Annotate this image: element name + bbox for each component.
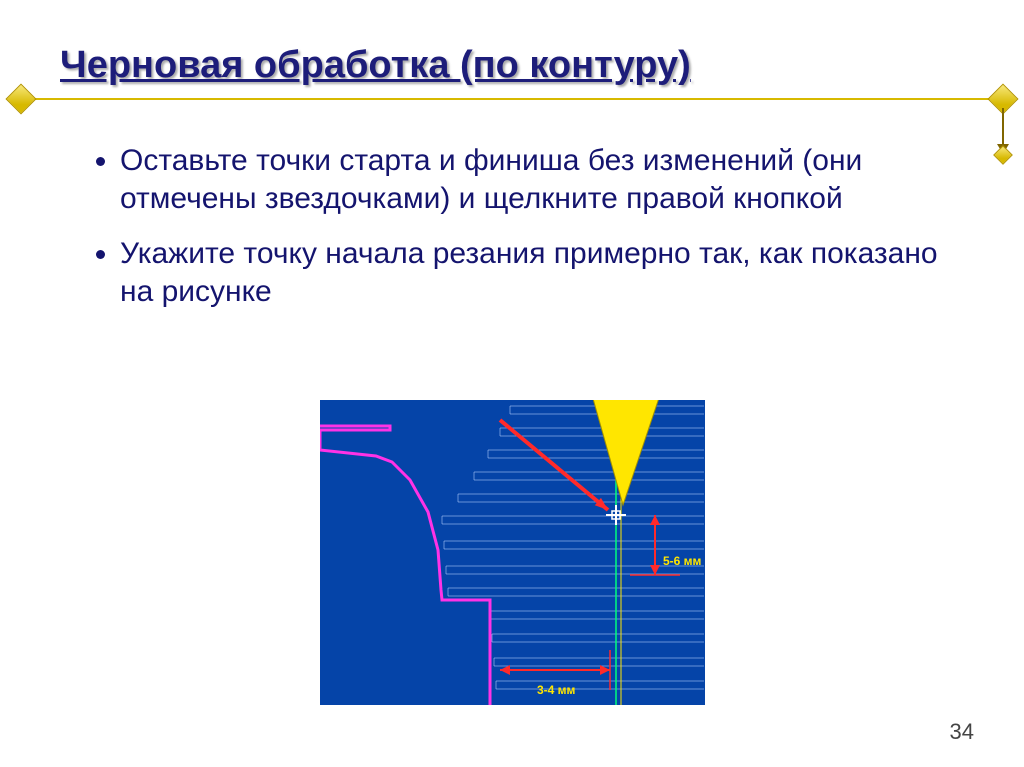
svg-text:3-4 мм: 3-4 мм — [537, 683, 576, 697]
cad-svg: 5-6 мм 3-4 мм — [320, 400, 705, 705]
page-number: 34 — [950, 719, 974, 745]
slide-title-block: Черновая обработка (по контуру) — [60, 44, 691, 87]
slide-title: Черновая обработка (по контуру) — [60, 44, 691, 87]
list-item: Оставьте точки старта и финиша без измен… — [120, 142, 944, 219]
bullet-list: Оставьте точки старта и финиша без измен… — [100, 142, 944, 328]
diamond-icon — [5, 83, 36, 114]
side-connector — [1002, 108, 1004, 146]
title-rule — [14, 98, 1010, 100]
svg-text:5-6 мм: 5-6 мм — [663, 554, 702, 568]
list-item: Укажите точку начала резания примерно та… — [120, 235, 944, 312]
cad-figure: 5-6 мм 3-4 мм — [320, 400, 705, 705]
